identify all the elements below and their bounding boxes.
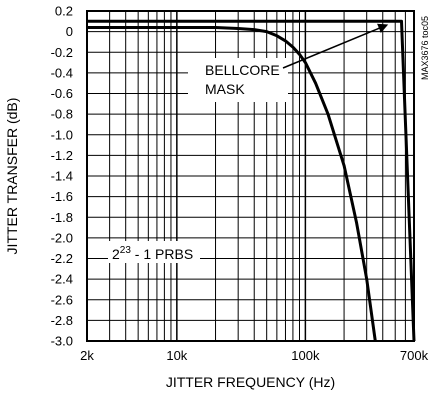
plot-frame <box>86 10 415 342</box>
bellcore-mask-curve <box>87 19 416 342</box>
chart-annotations: BELLCORE MASK 223 - 1 PRBS <box>108 23 389 263</box>
y-tick-label: -2.0 <box>51 230 73 245</box>
y-tick-label: -2.8 <box>51 313 73 328</box>
bellcore-label-line: MASK <box>205 81 245 97</box>
y-tick-label: -0.8 <box>51 107 73 122</box>
prbs-label-box <box>108 241 200 263</box>
jitter-transfer-curve <box>87 26 377 342</box>
y-axis-label: JITTER TRANSFER (dB) <box>4 98 20 255</box>
bellcore-label-box <box>188 58 288 102</box>
bellcore-label-line: BELLCORE <box>205 62 280 78</box>
x-tick-label: 700k <box>400 348 429 363</box>
y-tick-label: -1.4 <box>51 169 73 184</box>
y-tick-label: -1.8 <box>51 210 73 225</box>
data-curves <box>87 19 416 342</box>
y-tick-label: -2.6 <box>51 292 73 307</box>
prbs-label: 223 - 1 PRBS <box>112 245 193 262</box>
y-tick-label: -2.4 <box>51 272 73 287</box>
y-tick-label: -2.2 <box>51 251 73 266</box>
y-tick-label: -1.6 <box>51 189 73 204</box>
x-tick-label: 10k <box>166 348 187 363</box>
y-tick-labels: 0.2 0 -0.2 -0.4 -0.6 -0.8 -1.0 -1.2 -1.4 -1.6 -1.8… <box>51 4 73 349</box>
y-tick-label: -0.2 <box>51 45 73 60</box>
figure-id-label: MAX3676 toc05 <box>420 16 430 80</box>
x-tick-label: 100k <box>291 348 320 363</box>
y-tick-label: -0.6 <box>51 86 73 101</box>
x-axis-label: JITTER FREQUENCY (Hz) <box>166 374 335 390</box>
x-tick-labels: 2k 10k 100k 700k <box>80 348 428 363</box>
bellcore-arrow <box>282 23 389 69</box>
y-tick-label: 0 <box>66 24 73 39</box>
y-tick-label: -0.4 <box>51 65 73 80</box>
y-tick-label: -3.0 <box>51 334 73 349</box>
y-tick-label: -1.2 <box>51 148 73 163</box>
x-tick-label: 2k <box>80 348 94 363</box>
y-tick-label: -1.0 <box>51 127 73 142</box>
y-tick-label: 0.2 <box>55 4 73 19</box>
plot-grid <box>87 10 414 342</box>
